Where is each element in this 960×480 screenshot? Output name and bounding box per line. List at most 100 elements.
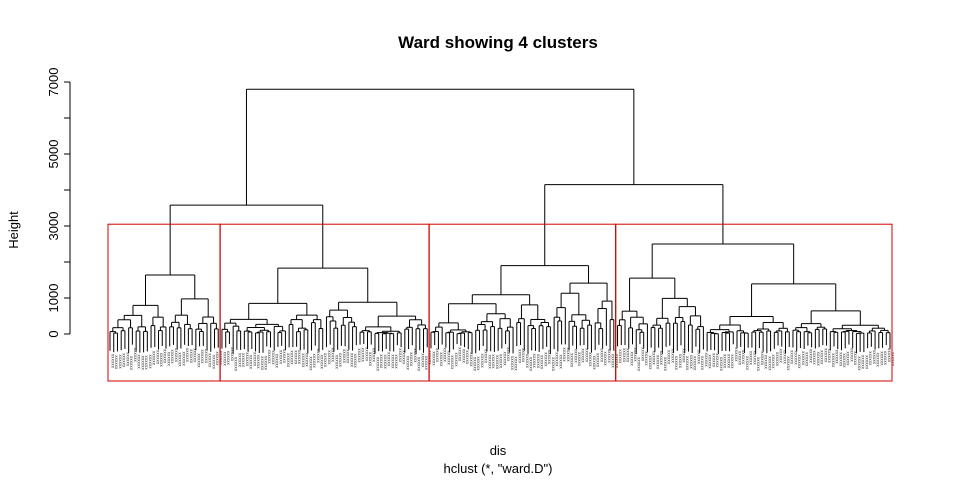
leaf-label: xxxxxx	[301, 353, 306, 368]
leaf-label: xxxxxx	[708, 354, 713, 369]
leaf-label: xxxxxx	[607, 349, 612, 364]
leaf-label: xxxxxx	[129, 356, 134, 371]
leaf-label: xxxxxx	[185, 348, 190, 363]
leaf-label: xxxxxx	[626, 348, 631, 363]
leaf-label: xxxxxx	[327, 350, 332, 365]
leaf-label: xxxxxx	[159, 353, 164, 368]
leaf-label: xxxxxx	[174, 348, 179, 363]
leaf-label: xxxxxx	[588, 352, 593, 367]
leaf-label: xxxxxx	[469, 352, 474, 367]
chart-title: Ward showing 4 clusters	[398, 33, 598, 52]
leaf-label: xxxxxx	[152, 351, 157, 366]
leaf-label: xxxxxx	[125, 352, 130, 367]
leaf-label: xxxxxx	[111, 354, 116, 369]
leaf-label: xxxxxx	[499, 354, 504, 369]
leaf-label: xxxxxx	[473, 357, 478, 372]
leaf-label: xxxxxx	[208, 353, 213, 368]
leaf-label: xxxxxx	[417, 357, 422, 372]
leaf-label: xxxxxx	[166, 352, 171, 367]
leaf-label: xxxxxx	[353, 354, 358, 369]
leaf-label: xxxxxx	[719, 357, 724, 372]
leaf-label: xxxxxx	[439, 352, 444, 367]
leaf-label: xxxxxx	[465, 350, 470, 365]
leaf-label: xxxxxx	[835, 349, 840, 364]
leaf-label: xxxxxx	[573, 349, 578, 364]
leaf-label: xxxxxx	[204, 349, 209, 364]
leaf-label: xxxxxx	[682, 348, 687, 363]
leaf-label: xxxxxx	[308, 356, 313, 371]
leaf-label: xxxxxx	[290, 350, 295, 365]
leaf-label: xxxxxx	[644, 351, 649, 366]
leaf-label: xxxxxx	[581, 348, 586, 363]
leaf-label: xxxxxx	[413, 348, 418, 363]
leaf-label: xxxxxx	[361, 348, 366, 363]
leaf-label: xxxxxx	[140, 356, 145, 371]
leaf-label: xxxxxx	[566, 347, 571, 362]
y-axis-label: Height	[6, 211, 21, 249]
leaf-label: xxxxxx	[387, 352, 392, 367]
leaf-label: xxxxxx	[838, 352, 843, 367]
leaf-label: xxxxxx	[372, 348, 377, 363]
leaf-label: xxxxxx	[271, 350, 276, 365]
leaf-label: xxxxxx	[458, 347, 463, 362]
leaf-label: xxxxxx	[267, 349, 272, 364]
leaf-label: xxxxxx	[364, 347, 369, 362]
leaf-label: xxxxxx	[383, 355, 388, 370]
leaf-label: xxxxxx	[812, 350, 817, 365]
leaf-label: xxxxxx	[222, 352, 227, 367]
leaf-label: xxxxxx	[540, 355, 545, 370]
leaf-label: xxxxxx	[491, 354, 496, 369]
leaf-label: xxxxxx	[521, 348, 526, 363]
leaf-label: xxxxxx	[764, 355, 769, 370]
leaf-label: xxxxxx	[487, 355, 492, 370]
leaf-label: xxxxxx	[189, 349, 194, 364]
method-subtitle: hclust (*, "ward.D")	[444, 461, 553, 476]
leaf-label: xxxxxx	[827, 349, 832, 364]
leaf-label: xxxxxx	[801, 351, 806, 366]
leaf-label: xxxxxx	[857, 356, 862, 371]
leaf-label: xxxxxx	[678, 354, 683, 369]
leaf-label: xxxxxx	[846, 351, 851, 366]
leaf-label: xxxxxx	[779, 348, 784, 363]
leaf-label: xxxxxx	[786, 356, 791, 371]
leaf-label: xxxxxx	[461, 349, 466, 364]
leaf-label: xxxxxx	[584, 348, 589, 363]
leaf-label: xxxxxx	[402, 350, 407, 365]
leaf-label: xxxxxx	[637, 357, 642, 372]
leaf-label: xxxxxx	[752, 351, 757, 366]
leaf-label: xxxxxx	[782, 350, 787, 365]
leaf-label: xxxxxx	[137, 354, 142, 369]
x-axis-label: dis	[490, 443, 507, 458]
leaf-label: xxxxxx	[484, 349, 489, 364]
leaf-label: xxxxxx	[193, 348, 198, 363]
leaf-label: xxxxxx	[543, 352, 548, 367]
leaf-label: xxxxxx	[723, 354, 728, 369]
leaf-label: xxxxxx	[741, 350, 746, 365]
leaf-label: xxxxxx	[394, 354, 399, 369]
leaf-label: xxxxxx	[749, 351, 754, 366]
leaf-label: xxxxxx	[334, 355, 339, 370]
leaf-label: xxxxxx	[316, 349, 321, 364]
leaf-label: xxxxxx	[592, 355, 597, 370]
leaf-label: xxxxxx	[555, 352, 560, 367]
leaf-label: xxxxxx	[670, 349, 675, 364]
leaf-label: xxxxxx	[319, 355, 324, 370]
leaf-label: xxxxxx	[450, 355, 455, 370]
leaf-label: xxxxxx	[331, 348, 336, 363]
leaf-label: xxxxxx	[375, 357, 380, 372]
leaf-label: xxxxxx	[390, 354, 395, 369]
leaf-label: xxxxxx	[711, 353, 716, 368]
leaf-label: xxxxxx	[346, 349, 351, 364]
leaf-label: xxxxxx	[864, 355, 869, 370]
leaf-label: xxxxxx	[155, 350, 160, 365]
leaf-label: xxxxxx	[409, 352, 414, 367]
leaf-label: xxxxxx	[114, 355, 119, 370]
leaf-label: xxxxxx	[264, 356, 269, 371]
leaf-label: xxxxxx	[502, 351, 507, 366]
leaf-label: xxxxxx	[689, 355, 694, 370]
leaf-label: xxxxxx	[793, 351, 798, 366]
leaf-label: xxxxxx	[528, 357, 533, 372]
leaf-label: xxxxxx	[495, 355, 500, 370]
leaf-label: xxxxxx	[611, 354, 616, 369]
